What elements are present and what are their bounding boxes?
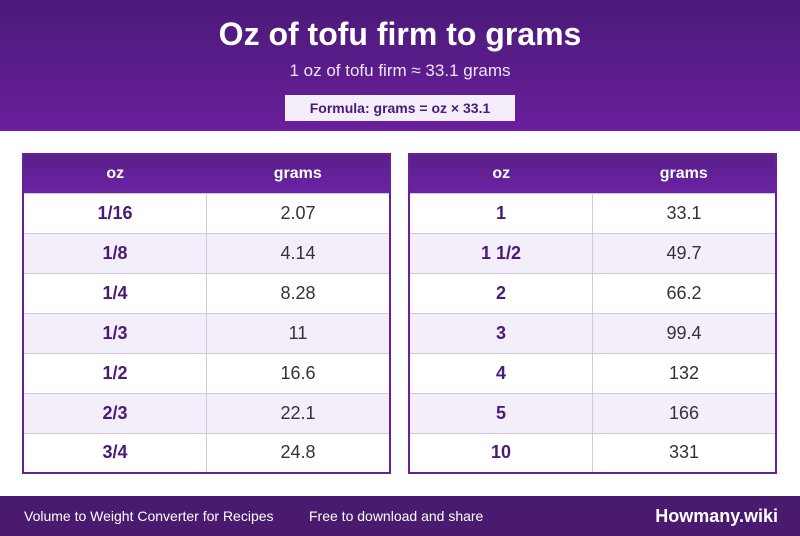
formula-badge: Formula: grams = oz × 33.1 (285, 95, 515, 121)
footer-tagline: Volume to Weight Converter for Recipes (24, 508, 274, 524)
footer-share-note: Free to download and share (309, 508, 484, 524)
table-header-row: oz grams (409, 154, 776, 193)
column-header-oz: oz (23, 154, 207, 193)
grams-cell: 166 (592, 392, 776, 433)
oz-cell: 3 (409, 312, 593, 353)
page-title: Oz of tofu firm to grams (218, 16, 582, 52)
grams-cell: 132 (592, 352, 776, 393)
oz-cell: 1/2 (23, 352, 207, 393)
grams-cell: 24.8 (206, 432, 390, 473)
table-row: 1 33.1 (409, 192, 776, 233)
oz-cell: 1 (409, 192, 593, 233)
table-row: 1/16 2.07 (23, 192, 390, 233)
grams-cell: 331 (592, 432, 776, 473)
table-header-row: oz grams (23, 154, 390, 193)
grams-cell: 22.1 (206, 392, 390, 433)
column-header-grams: grams (592, 154, 776, 193)
conversion-table-right: oz grams 1 33.1 1 1/2 49.7 2 66.2 3 99.4… (408, 153, 777, 474)
column-header-oz: oz (409, 154, 593, 193)
table-row: 1/4 8.28 (23, 272, 390, 313)
column-header-grams: grams (206, 154, 390, 193)
table-row: 3 99.4 (409, 312, 776, 353)
grams-cell: 16.6 (206, 352, 390, 393)
oz-cell: 4 (409, 352, 593, 393)
oz-cell: 5 (409, 392, 593, 433)
page-subtitle: 1 oz of tofu firm ≈ 33.1 grams (289, 61, 511, 80)
table-row: 1/2 16.6 (23, 352, 390, 393)
oz-cell: 1/4 (23, 272, 207, 313)
oz-cell: 1/3 (23, 312, 207, 353)
grams-cell: 49.7 (592, 232, 776, 273)
grams-cell: 8.28 (206, 272, 390, 313)
table-row: 3/4 24.8 (23, 432, 390, 473)
table-row: 1/8 4.14 (23, 232, 390, 273)
oz-cell: 1/16 (23, 192, 207, 233)
oz-cell: 1 1/2 (409, 232, 593, 273)
grams-cell: 99.4 (592, 312, 776, 353)
table-row: 1/3 11 (23, 312, 390, 353)
oz-cell: 10 (409, 432, 593, 473)
table-row: 1 1/2 49.7 (409, 232, 776, 273)
grams-cell: 4.14 (206, 232, 390, 273)
table-row: 4 132 (409, 352, 776, 393)
grams-cell: 33.1 (592, 192, 776, 233)
oz-cell: 2/3 (23, 392, 207, 433)
table-row: 2 66.2 (409, 272, 776, 313)
grams-cell: 2.07 (206, 192, 390, 233)
table-row: 2/3 22.1 (23, 392, 390, 433)
brand-logo-text[interactable]: Howmany.wiki (655, 506, 778, 526)
grams-cell: 11 (206, 312, 390, 353)
table-row: 10 331 (409, 432, 776, 473)
oz-cell: 2 (409, 272, 593, 313)
footer-bar: Volume to Weight Converter for Recipes F… (0, 496, 800, 536)
table-row: 5 166 (409, 392, 776, 433)
grams-cell: 66.2 (592, 272, 776, 313)
oz-cell: 1/8 (23, 232, 207, 273)
header-banner: Oz of tofu firm to grams 1 oz of tofu fi… (0, 0, 800, 131)
conversion-table-left: oz grams 1/16 2.07 1/8 4.14 1/4 8.28 1/3… (22, 153, 391, 474)
oz-cell: 3/4 (23, 432, 207, 473)
